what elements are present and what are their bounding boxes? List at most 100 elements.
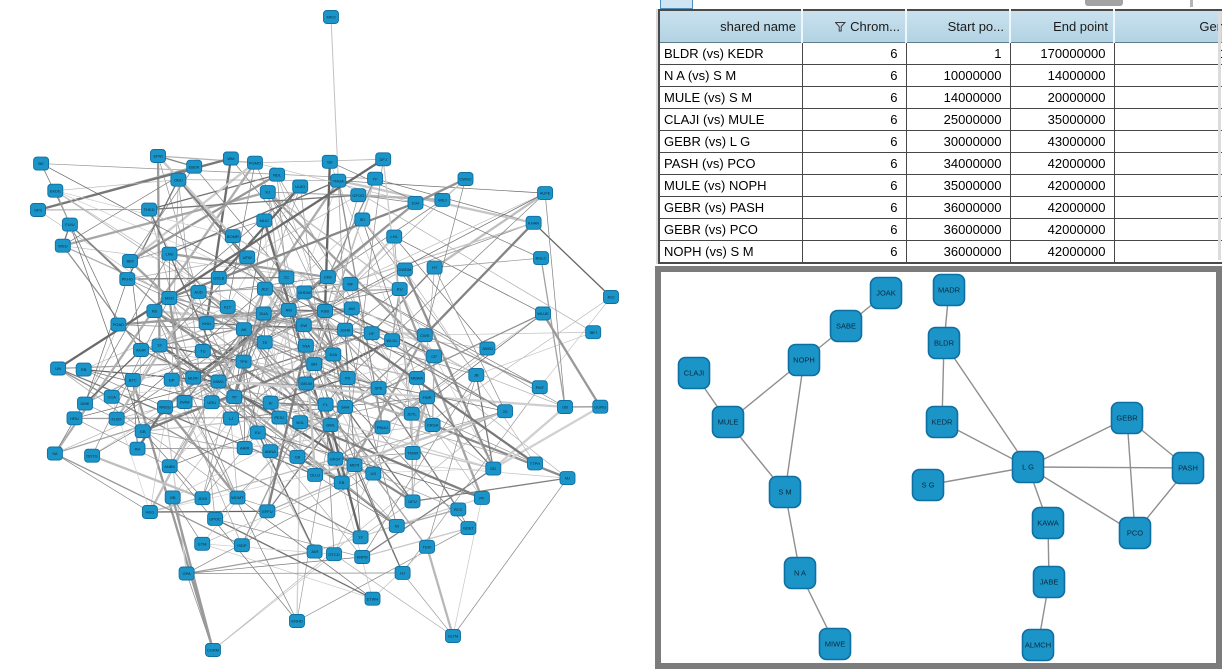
network-node[interactable]: KJ (259, 185, 276, 200)
table-cell-chromosome[interactable]: 6 (801, 196, 907, 219)
network-node[interactable]: PNUU (374, 420, 391, 435)
table-cell-genetic-distance[interactable]: 6.6 (1113, 64, 1222, 87)
network-node[interactable]: MKO (323, 10, 339, 24)
network-edge-S-G-L-G[interactable] (927, 466, 1029, 486)
network-node[interactable]: WDMT (229, 490, 246, 505)
network-node[interactable]: GOLB (210, 270, 227, 285)
network-node[interactable]: ISDP (233, 538, 250, 553)
table-cell-genetic-distance[interactable]: 5.9 (1113, 108, 1222, 131)
network-node[interactable]: KHAN (525, 215, 542, 230)
network-node[interactable]: FUIU (61, 217, 78, 232)
network-node[interactable]: CKE (319, 270, 336, 285)
network-node[interactable]: WJL (292, 415, 309, 430)
network-node[interactable]: TP (226, 390, 243, 405)
network-node[interactable]: MDTI (346, 458, 363, 473)
table-cell-shared-name[interactable]: GEBR (vs) PCO (658, 218, 803, 241)
network-node-NOPH[interactable]: NOPH (787, 343, 821, 377)
network-node[interactable]: JWED (479, 341, 496, 356)
network-node[interactable]: JEC (256, 281, 273, 296)
table-cell-chromosome[interactable]: 6 (801, 240, 907, 264)
table-cell-end-point[interactable]: 14000000 (1009, 64, 1115, 87)
network-node[interactable]: RCC (450, 502, 467, 517)
network-node[interactable]: RH (129, 441, 146, 456)
network-node-L-G[interactable]: L G (1011, 450, 1045, 484)
network-node[interactable]: UURG (592, 399, 609, 414)
network-node-MADR[interactable]: MADR (932, 273, 966, 307)
table-cell-chromosome[interactable]: 6 (801, 42, 907, 65)
table-cell-genetic-distance[interactable]: 8.9 (1113, 196, 1222, 219)
table-cell-genetic-distance[interactable]: 7.5 (1113, 86, 1222, 109)
table-cell-shared-name[interactable]: MULE (vs) NOPH (658, 174, 803, 197)
network-node[interactable]: HRU (66, 411, 83, 426)
network-edge-GEBR-PCO[interactable] (1126, 417, 1136, 534)
column-header-end-point[interactable]: End point (1009, 10, 1115, 43)
table-row[interactable]: GEBR (vs) L G6300000004300000016.9 (658, 130, 1222, 153)
table-cell-end-point[interactable]: 42000000 (1009, 196, 1115, 219)
network-node[interactable]: UN (50, 361, 67, 376)
network-node[interactable]: RM (280, 302, 297, 317)
network-node-SABE[interactable]: SABE (829, 309, 863, 343)
network-node[interactable]: WSU (54, 238, 71, 253)
network-node[interactable]: AAIR (236, 441, 253, 455)
network-node[interactable]: OBU (170, 172, 187, 187)
selected-network-canvas[interactable]: JOAK MADR SABE BLDR NOPH CLAJI KEDR GEBR MULE L G… (661, 272, 1216, 663)
network-node[interactable]: SHH (337, 399, 354, 414)
network-node[interactable]: MBWA (408, 370, 425, 385)
network-node[interactable]: GPA (178, 566, 195, 581)
table-cell-start-position[interactable]: 1 (905, 42, 1011, 65)
network-node[interactable]: AUD (190, 284, 207, 299)
network-node[interactable]: BOMR (224, 229, 241, 244)
table-row[interactable]: MULE (vs) NOPH6350000004200000010.5 (658, 174, 1222, 197)
selected-network-nodes-layer[interactable]: JOAK MADR SABE BLDR NOPH CLAJI KEDR GEBR MULE L G… (677, 273, 1205, 662)
network-edge-L-G-PASH[interactable] (1027, 466, 1189, 469)
table-row[interactable]: GEBR (vs) PASH636000000420000008.9 (658, 196, 1222, 219)
network-node[interactable]: TF (151, 338, 168, 353)
network-node[interactable]: PKHO (119, 272, 136, 287)
table-row[interactable]: CLAJI (vs) MULE625000000350000005.9 (658, 108, 1222, 131)
network-node[interactable]: AK (235, 322, 252, 337)
table-cell-end-point[interactable]: 20000000 (1009, 86, 1115, 109)
table-cell-end-point[interactable]: 42000000 (1009, 152, 1115, 175)
table-row[interactable]: GEBR (vs) PCO636000000420000008.4 (658, 218, 1222, 241)
network-node[interactable]: RU (391, 282, 408, 297)
network-node-PASH[interactable]: PASH (1171, 451, 1205, 485)
table-cell-genetic-distance[interactable]: 11.4 (1113, 152, 1222, 175)
network-node[interactable]: FWR (419, 390, 435, 405)
network-node[interactable]: OTCD (326, 547, 342, 562)
network-node[interactable]: KHU (198, 316, 215, 331)
network-node-S-G[interactable]: S G (911, 468, 945, 502)
network-node[interactable]: DUA (255, 306, 272, 321)
table-cell-shared-name[interactable]: CLAJI (vs) MULE (658, 108, 803, 131)
network-node[interactable]: ANNA (262, 444, 279, 459)
network-node[interactable]: AUFE (537, 186, 554, 201)
network-node-ALMCH[interactable]: ALMCH (1021, 628, 1055, 662)
network-node[interactable]: GHDW (296, 285, 313, 300)
network-node[interactable]: IEI (354, 212, 371, 227)
network-node[interactable]: KLT (219, 299, 236, 314)
network-node[interactable]: LNU (161, 246, 178, 261)
network-node[interactable]: WLUE (535, 306, 551, 321)
network-node[interactable]: WEJ (434, 192, 451, 207)
network-node-N-A[interactable]: N A (783, 556, 817, 590)
network-node[interactable]: MWG (210, 374, 227, 389)
table-cell-genetic-distance[interactable]: 8.4 (1113, 218, 1222, 241)
network-node[interactable]: DDTG (84, 448, 101, 463)
network-node[interactable]: DWDM (396, 262, 413, 277)
network-edge-L-G-GEBR[interactable] (1027, 417, 1128, 468)
network-node[interactable]: TNA (297, 338, 314, 353)
network-node[interactable]: OF (363, 326, 380, 341)
column-header-start-position[interactable]: Start po... (905, 10, 1011, 43)
network-node[interactable]: TEKI (419, 539, 435, 554)
network-node[interactable]: TNHR (404, 445, 421, 460)
network-node-KEDR[interactable]: KEDR (925, 405, 959, 439)
table-cell-shared-name[interactable]: PASH (vs) PCO (658, 152, 803, 175)
network-node[interactable]: LJ (223, 411, 239, 426)
table-cell-end-point[interactable]: 170000000 (1009, 42, 1115, 65)
network-node[interactable]: URU (203, 395, 220, 410)
network-node[interactable]: GWL (322, 418, 339, 433)
network-node[interactable]: TE (256, 335, 273, 350)
network-node[interactable]: PESJ (271, 410, 288, 425)
network-node[interactable]: ANBK (161, 459, 178, 474)
network-node[interactable]: DW (295, 318, 312, 333)
table-cell-genetic-distance[interactable]: 16.9 (1113, 130, 1222, 153)
